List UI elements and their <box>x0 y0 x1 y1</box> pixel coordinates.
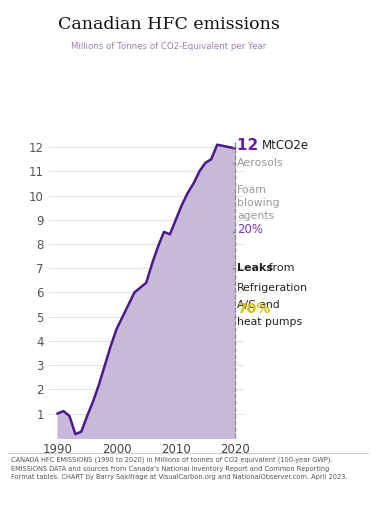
Text: Leaks: Leaks <box>237 263 273 273</box>
Text: Refrigeration: Refrigeration <box>237 283 308 293</box>
Text: A/C and: A/C and <box>237 300 280 310</box>
Text: Aerosols: Aerosols <box>237 158 284 168</box>
Text: heat pumps: heat pumps <box>237 317 302 328</box>
Text: 20%: 20% <box>237 223 263 236</box>
Text: Foam
blowing
agents: Foam blowing agents <box>237 185 280 221</box>
Text: Millions of Tonnes of CO2-Equivalent per Year: Millions of Tonnes of CO2-Equivalent per… <box>71 42 266 51</box>
Text: MtCO2e: MtCO2e <box>262 139 309 153</box>
Text: 12: 12 <box>237 138 264 154</box>
Text: from: from <box>265 263 294 273</box>
Text: CANADA HFC EMISSIONS (1990 to 2020) in Millions of tonnes of CO2 equivalent (100: CANADA HFC EMISSIONS (1990 to 2020) in M… <box>11 457 348 480</box>
Text: 70%: 70% <box>237 303 270 316</box>
Text: Canadian HFC emissions: Canadian HFC emissions <box>58 16 280 33</box>
